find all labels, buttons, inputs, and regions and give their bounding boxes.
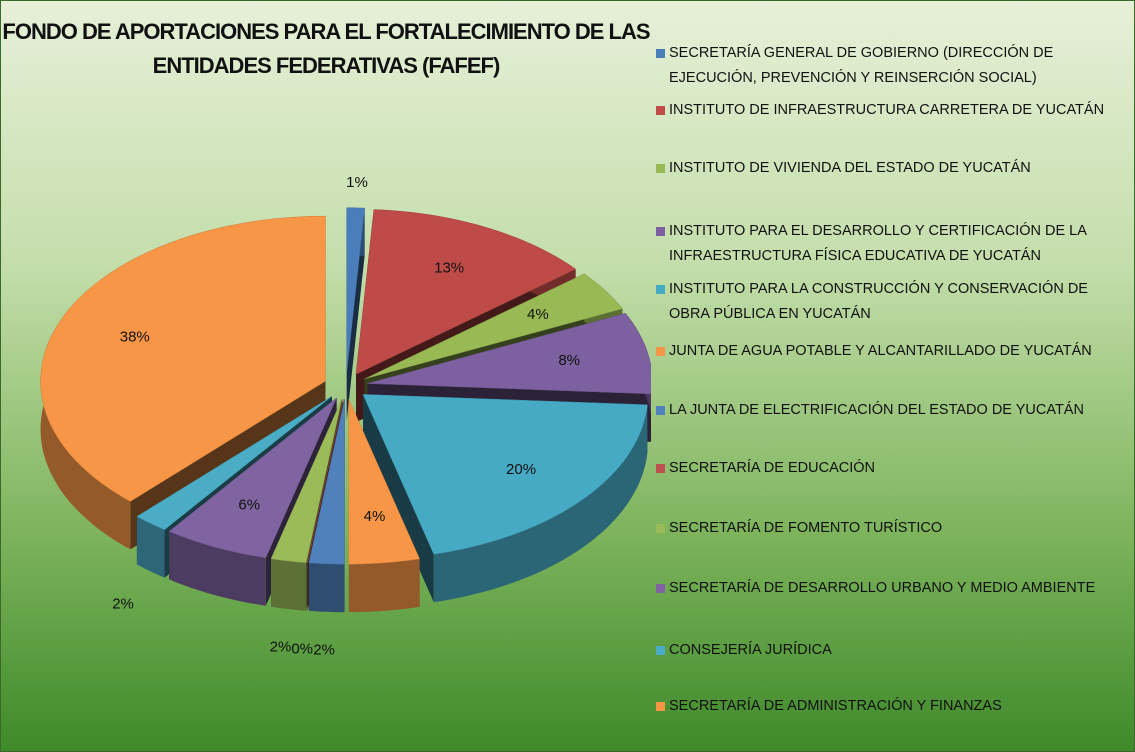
- legend-item: JUNTA DE AGUA POTABLE Y ALCANTARILLADO D…: [656, 339, 1126, 364]
- legend-label: INSTITUTO PARA LA CONSTRUCCIÓN Y CONSERV…: [669, 281, 1088, 322]
- legend-item: INSTITUTO PARA EL DESARROLLO Y CERTIFICA…: [656, 219, 1126, 269]
- slice-top: [40, 215, 326, 502]
- legend-item: SECRETARÍA DE EDUCACIÓN: [656, 456, 1126, 481]
- legend-label: SECRETARÍA DE EDUCACIÓN: [669, 460, 875, 476]
- slice-top: [308, 399, 345, 565]
- legend-label: SECRETARÍA DE ADMINISTRACIÓN Y FINANZAS: [669, 698, 1002, 714]
- slice-top: [364, 273, 623, 380]
- slice-side: [346, 208, 365, 421]
- slice-top: [355, 209, 577, 375]
- legend-item: SECRETARÍA DE DESARROLLO URBANO Y MEDIO …: [656, 576, 1126, 601]
- legend-label: INSTITUTO DE INFRAESTRUCTURA CARRETERA D…: [669, 102, 1105, 118]
- data-label: 6%: [238, 496, 260, 513]
- data-label: 8%: [558, 352, 580, 369]
- slice-top: [362, 394, 648, 555]
- data-label: 2%: [112, 595, 134, 612]
- slice-top: [270, 398, 343, 563]
- slice: [348, 398, 420, 613]
- data-label: 0%: [291, 640, 313, 657]
- legend-swatch: [656, 524, 665, 533]
- slice-top: [346, 207, 365, 373]
- data-label: 2%: [270, 638, 292, 655]
- legend-swatch: [656, 227, 665, 236]
- chart-title: FONDO DE APORTACIONES PARA EL FORTALECIM…: [2, 19, 650, 78]
- legend-item: SECRETARÍA DE ADMINISTRACIÓN Y FINANZAS: [656, 694, 1126, 719]
- slice-wall: [169, 531, 266, 606]
- legend-label: INSTITUTO PARA EL DESARROLLO Y CERTIFICA…: [669, 223, 1087, 264]
- legend-swatch: [656, 347, 665, 356]
- legend-label: INSTITUTO DE VIVIENDA DEL ESTADO DE YUCA…: [669, 160, 1031, 176]
- pie-area: 1%13%4%8%20%4%2%0%2%6%2%38%: [40, 174, 651, 659]
- slice-top: [367, 313, 651, 395]
- legend-item: INSTITUTO DE INFRAESTRUCTURA CARRETERA D…: [656, 98, 1126, 123]
- data-label: 1%: [346, 174, 368, 191]
- legend-swatch: [656, 49, 665, 58]
- legend-swatch: [656, 406, 665, 415]
- data-label: 20%: [506, 461, 536, 478]
- slice-wall: [308, 562, 345, 613]
- slice-wall: [271, 558, 307, 611]
- data-label: 13%: [434, 259, 464, 276]
- data-label: 4%: [364, 508, 386, 525]
- legend-swatch: [656, 464, 665, 473]
- slice: [362, 394, 648, 603]
- legend-item: INSTITUTO DE VIVIENDA DEL ESTADO DE YUCA…: [656, 156, 1126, 181]
- slice-top: [307, 399, 344, 563]
- slice-wall: [136, 516, 165, 578]
- slice-side: [363, 394, 434, 603]
- legend-swatch: [656, 702, 665, 711]
- legend-label: JUNTA DE AGUA POTABLE Y ALCANTARILLADO D…: [669, 343, 1092, 359]
- legend-item: SECRETARÍA DE FOMENTO TURÍSTICO: [656, 516, 1126, 541]
- legend-label: SECRETARÍA DE FOMENTO TURÍSTICO: [669, 520, 943, 536]
- legend-swatch: [656, 164, 665, 173]
- slice: [308, 399, 345, 613]
- legend-label: LA JUNTA DE ELECTRIFICACIÓN DEL ESTADO D…: [669, 402, 1084, 418]
- legend-item: CONSEJERÍA JURÍDICA: [656, 638, 1126, 663]
- legend-label: SECRETARÍA DE DESARROLLO URBANO Y MEDIO …: [669, 580, 1096, 596]
- legend-label: CONSEJERÍA JURÍDICA: [669, 642, 832, 658]
- legend-item: LA JUNTA DE ELECTRIFICACIÓN DEL ESTADO D…: [656, 398, 1126, 423]
- legend-item: SECRETARÍA GENERAL DE GOBIERNO (DIRECCIÓ…: [656, 41, 1126, 91]
- slice: [346, 207, 365, 421]
- data-label: 2%: [313, 642, 335, 659]
- data-label: 38%: [120, 328, 150, 345]
- slice-top: [168, 397, 337, 559]
- legend-label: SECRETARÍA GENERAL DE GOBIERNO (DIRECCIÓ…: [669, 45, 1054, 86]
- legend-swatch: [656, 106, 665, 115]
- slice-wall: [433, 404, 648, 603]
- data-label: 4%: [527, 306, 549, 323]
- legend-swatch: [656, 285, 665, 294]
- legend-swatch: [656, 646, 665, 655]
- legend-item: INSTITUTO PARA LA CONSTRUCCIÓN Y CONSERV…: [656, 277, 1126, 327]
- slice-wall: [348, 558, 420, 613]
- slice-top: [348, 398, 420, 565]
- legend-swatch: [656, 584, 665, 593]
- slice-top: [136, 395, 333, 530]
